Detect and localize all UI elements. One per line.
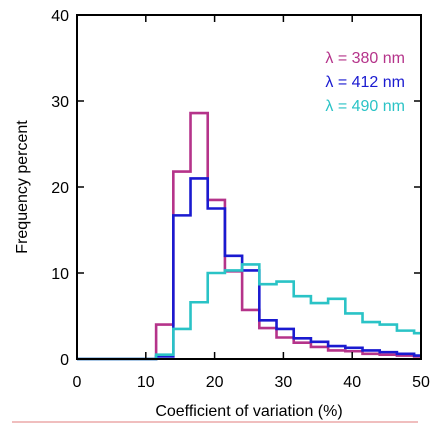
y-tick-label: 40 [51, 8, 69, 25]
x-tick-label: 20 [206, 374, 224, 391]
y-axis-title: Frequency percent [14, 120, 31, 254]
series-line-2 [77, 263, 421, 361]
legend-entry-412nm: λ = 412 nm [325, 74, 405, 91]
plot-area [77, 111, 421, 361]
legend: λ = 380 nm λ = 412 nm λ = 490 nm [325, 50, 405, 115]
series-line-1 [77, 177, 421, 361]
y-axis-ticks: 0 10 20 30 40 [51, 8, 421, 369]
x-axis-ticks: 0 10 20 30 40 50 [73, 15, 430, 391]
x-axis-title: Coefficient of variation (%) [155, 403, 342, 420]
x-tick-label: 50 [412, 374, 430, 391]
x-tick-label: 0 [73, 374, 82, 391]
legend-entry-490nm: λ = 490 nm [325, 98, 405, 115]
legend-entry-380nm: λ = 380 nm [325, 50, 405, 67]
y-tick-label: 30 [51, 94, 69, 111]
y-tick-label: 20 [51, 180, 69, 197]
x-tick-label: 40 [343, 374, 361, 391]
y-tick-label: 0 [60, 352, 69, 369]
x-tick-label: 30 [275, 374, 293, 391]
x-tick-label: 10 [137, 374, 155, 391]
y-tick-label: 10 [51, 266, 69, 283]
